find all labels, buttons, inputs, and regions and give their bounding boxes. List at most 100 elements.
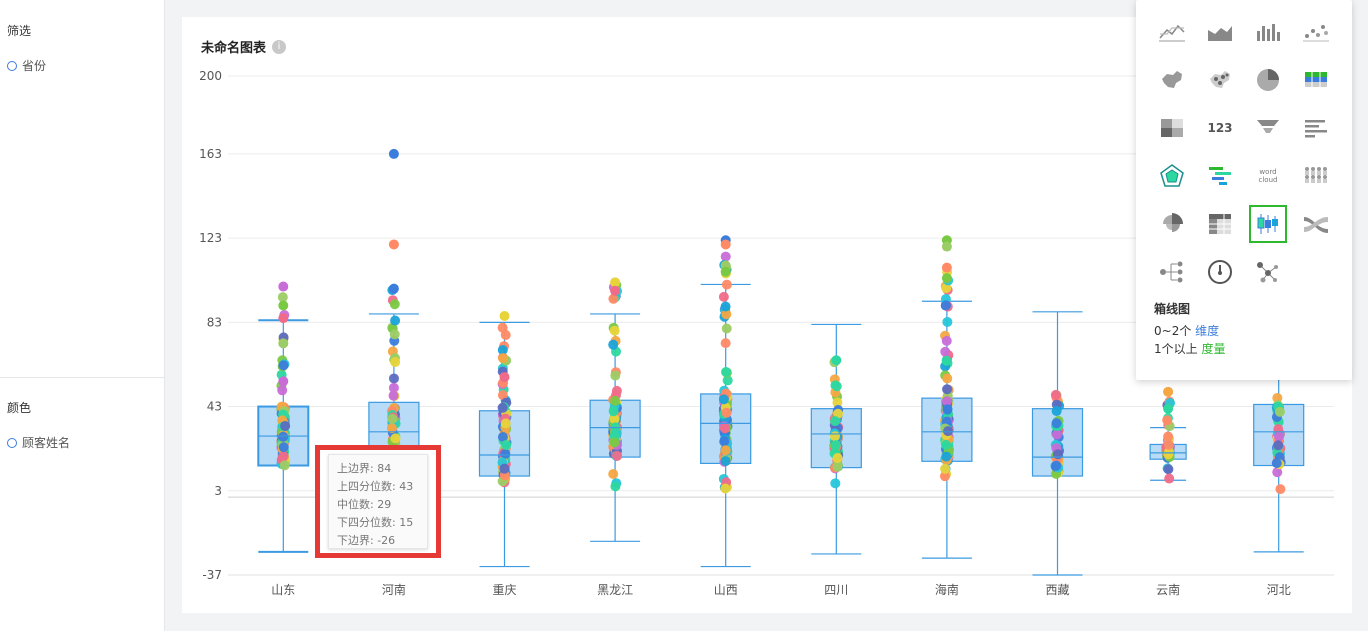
data-point [389, 329, 400, 340]
outlier-point [278, 376, 289, 387]
data-point [940, 300, 951, 311]
data-point [942, 373, 953, 384]
data-point [609, 437, 620, 448]
data-point [1051, 418, 1062, 429]
data-point [610, 395, 621, 406]
data-point [720, 445, 731, 456]
data-point [1271, 458, 1282, 469]
data-point [1163, 431, 1174, 442]
chart-type-option-horizontal-bar[interactable] [1292, 104, 1340, 152]
boxplot-tooltip: 上边界: 84 上四分位数: 43 中位数: 29 下四分位数: 15 下边界:… [315, 445, 441, 558]
outlier-point [278, 313, 289, 324]
word-cloud-icon: word cloud [1253, 161, 1283, 191]
x-tick-label: 山西 [714, 583, 738, 597]
chart-type-option-pivot-table[interactable] [1196, 200, 1244, 248]
dot-map-icon [1205, 65, 1235, 95]
color-field-label: 顾客姓名 [22, 436, 71, 450]
filter-field-province[interactable]: 省份 [7, 57, 46, 74]
x-tick-label: 山东 [271, 583, 295, 597]
outlier-point [941, 241, 952, 252]
y-tick-label: 83 [207, 315, 222, 329]
data-point [831, 381, 842, 392]
chart-type-option-sankey[interactable] [1292, 200, 1340, 248]
panel-divider [0, 377, 165, 378]
data-point [278, 442, 289, 453]
chart-type-option-tree[interactable] [1148, 248, 1196, 296]
chart-type-option-funnel[interactable] [1244, 104, 1292, 152]
info-icon[interactable]: i [272, 39, 287, 54]
chart-type-option-china-map[interactable] [1148, 56, 1196, 104]
chart-title[interactable]: 未命名图表 [201, 41, 267, 56]
data-point [278, 360, 289, 371]
data-point [278, 431, 289, 442]
word-cloud-text: word cloud [1258, 168, 1278, 184]
data-point [608, 339, 619, 350]
data-point [721, 407, 732, 418]
chart-type-option-dot-map[interactable] [1196, 56, 1244, 104]
bar-chart-icon [1253, 17, 1283, 47]
chart-type-option-flag-table[interactable] [1292, 56, 1340, 104]
outlier-point [1163, 386, 1174, 397]
data-point [277, 292, 288, 303]
data-point [1273, 431, 1284, 442]
chart-type-option-rose-pie[interactable] [1148, 200, 1196, 248]
chart-type-option-word-cloud[interactable]: word cloud [1244, 152, 1292, 200]
data-point [501, 440, 512, 451]
data-point [390, 315, 401, 326]
chart-type-option-scatter-chart[interactable] [1292, 8, 1340, 56]
chart-type-option-line-chart[interactable] [1148, 8, 1196, 56]
data-point [1275, 484, 1286, 495]
chart-type-option-boxplot[interactable] [1244, 200, 1292, 248]
x-tick-label: 河南 [382, 582, 406, 597]
data-point [1274, 406, 1285, 417]
data-point [939, 471, 950, 482]
chart-type-option-area-chart[interactable] [1196, 8, 1244, 56]
data-point [1051, 406, 1062, 417]
scatter-chart-icon [1301, 17, 1331, 47]
chart-type-option-gantt[interactable] [1196, 152, 1244, 200]
horizontal-bar-icon [1301, 113, 1331, 143]
data-point [1162, 415, 1173, 426]
data-point [722, 375, 733, 386]
dimension-count: 0~2个 [1154, 324, 1196, 338]
data-point [1052, 449, 1063, 460]
tooltip-lower-quartile: 下四分位数: 15 [337, 516, 414, 529]
data-point [941, 335, 952, 346]
data-point [941, 451, 952, 462]
outlier-point [278, 281, 289, 292]
tooltip-content: 上边界: 84 上四分位数: 43 中位数: 29 下四分位数: 15 下边界:… [328, 454, 428, 549]
chart-type-option-radar[interactable] [1148, 152, 1196, 200]
outlier-point [388, 239, 399, 250]
chart-type-option-people[interactable] [1292, 152, 1340, 200]
data-point [497, 390, 508, 401]
data-point [718, 291, 729, 302]
chart-type-option-heatmap[interactable] [1148, 104, 1196, 152]
data-point [387, 413, 398, 424]
chart-type-option-kpi-number[interactable]: 123 [1196, 104, 1244, 152]
china-map-icon [1157, 65, 1187, 95]
measure-count: 1个以上 [1154, 342, 1202, 356]
color-field-customer[interactable]: 顾客姓名 [7, 434, 70, 451]
y-tick-label: -37 [202, 568, 222, 582]
data-point [721, 323, 732, 334]
x-tick-label: 河北 [1267, 583, 1291, 597]
chart-type-option-bar-chart[interactable] [1244, 8, 1292, 56]
data-point [832, 397, 843, 408]
data-point [720, 456, 731, 467]
data-point [720, 483, 731, 494]
y-tick-label: 43 [207, 400, 222, 414]
outlier-point [720, 239, 731, 250]
data-point [720, 251, 731, 262]
dimension-circle-icon [7, 60, 17, 71]
data-point [942, 316, 953, 327]
data-point [832, 453, 843, 464]
outlier-point [610, 277, 621, 288]
chart-type-grid: 123 word cloud [1148, 8, 1344, 296]
data-point [1272, 467, 1283, 478]
left-panel: 筛选 省份 颜色 顾客姓名 [0, 0, 165, 631]
chart-type-option-gauge[interactable] [1196, 248, 1244, 296]
chart-type-option-network[interactable] [1244, 248, 1292, 296]
chart-type-option-pie-chart[interactable] [1244, 56, 1292, 104]
tree-icon [1157, 257, 1187, 287]
people-icon [1301, 161, 1331, 191]
